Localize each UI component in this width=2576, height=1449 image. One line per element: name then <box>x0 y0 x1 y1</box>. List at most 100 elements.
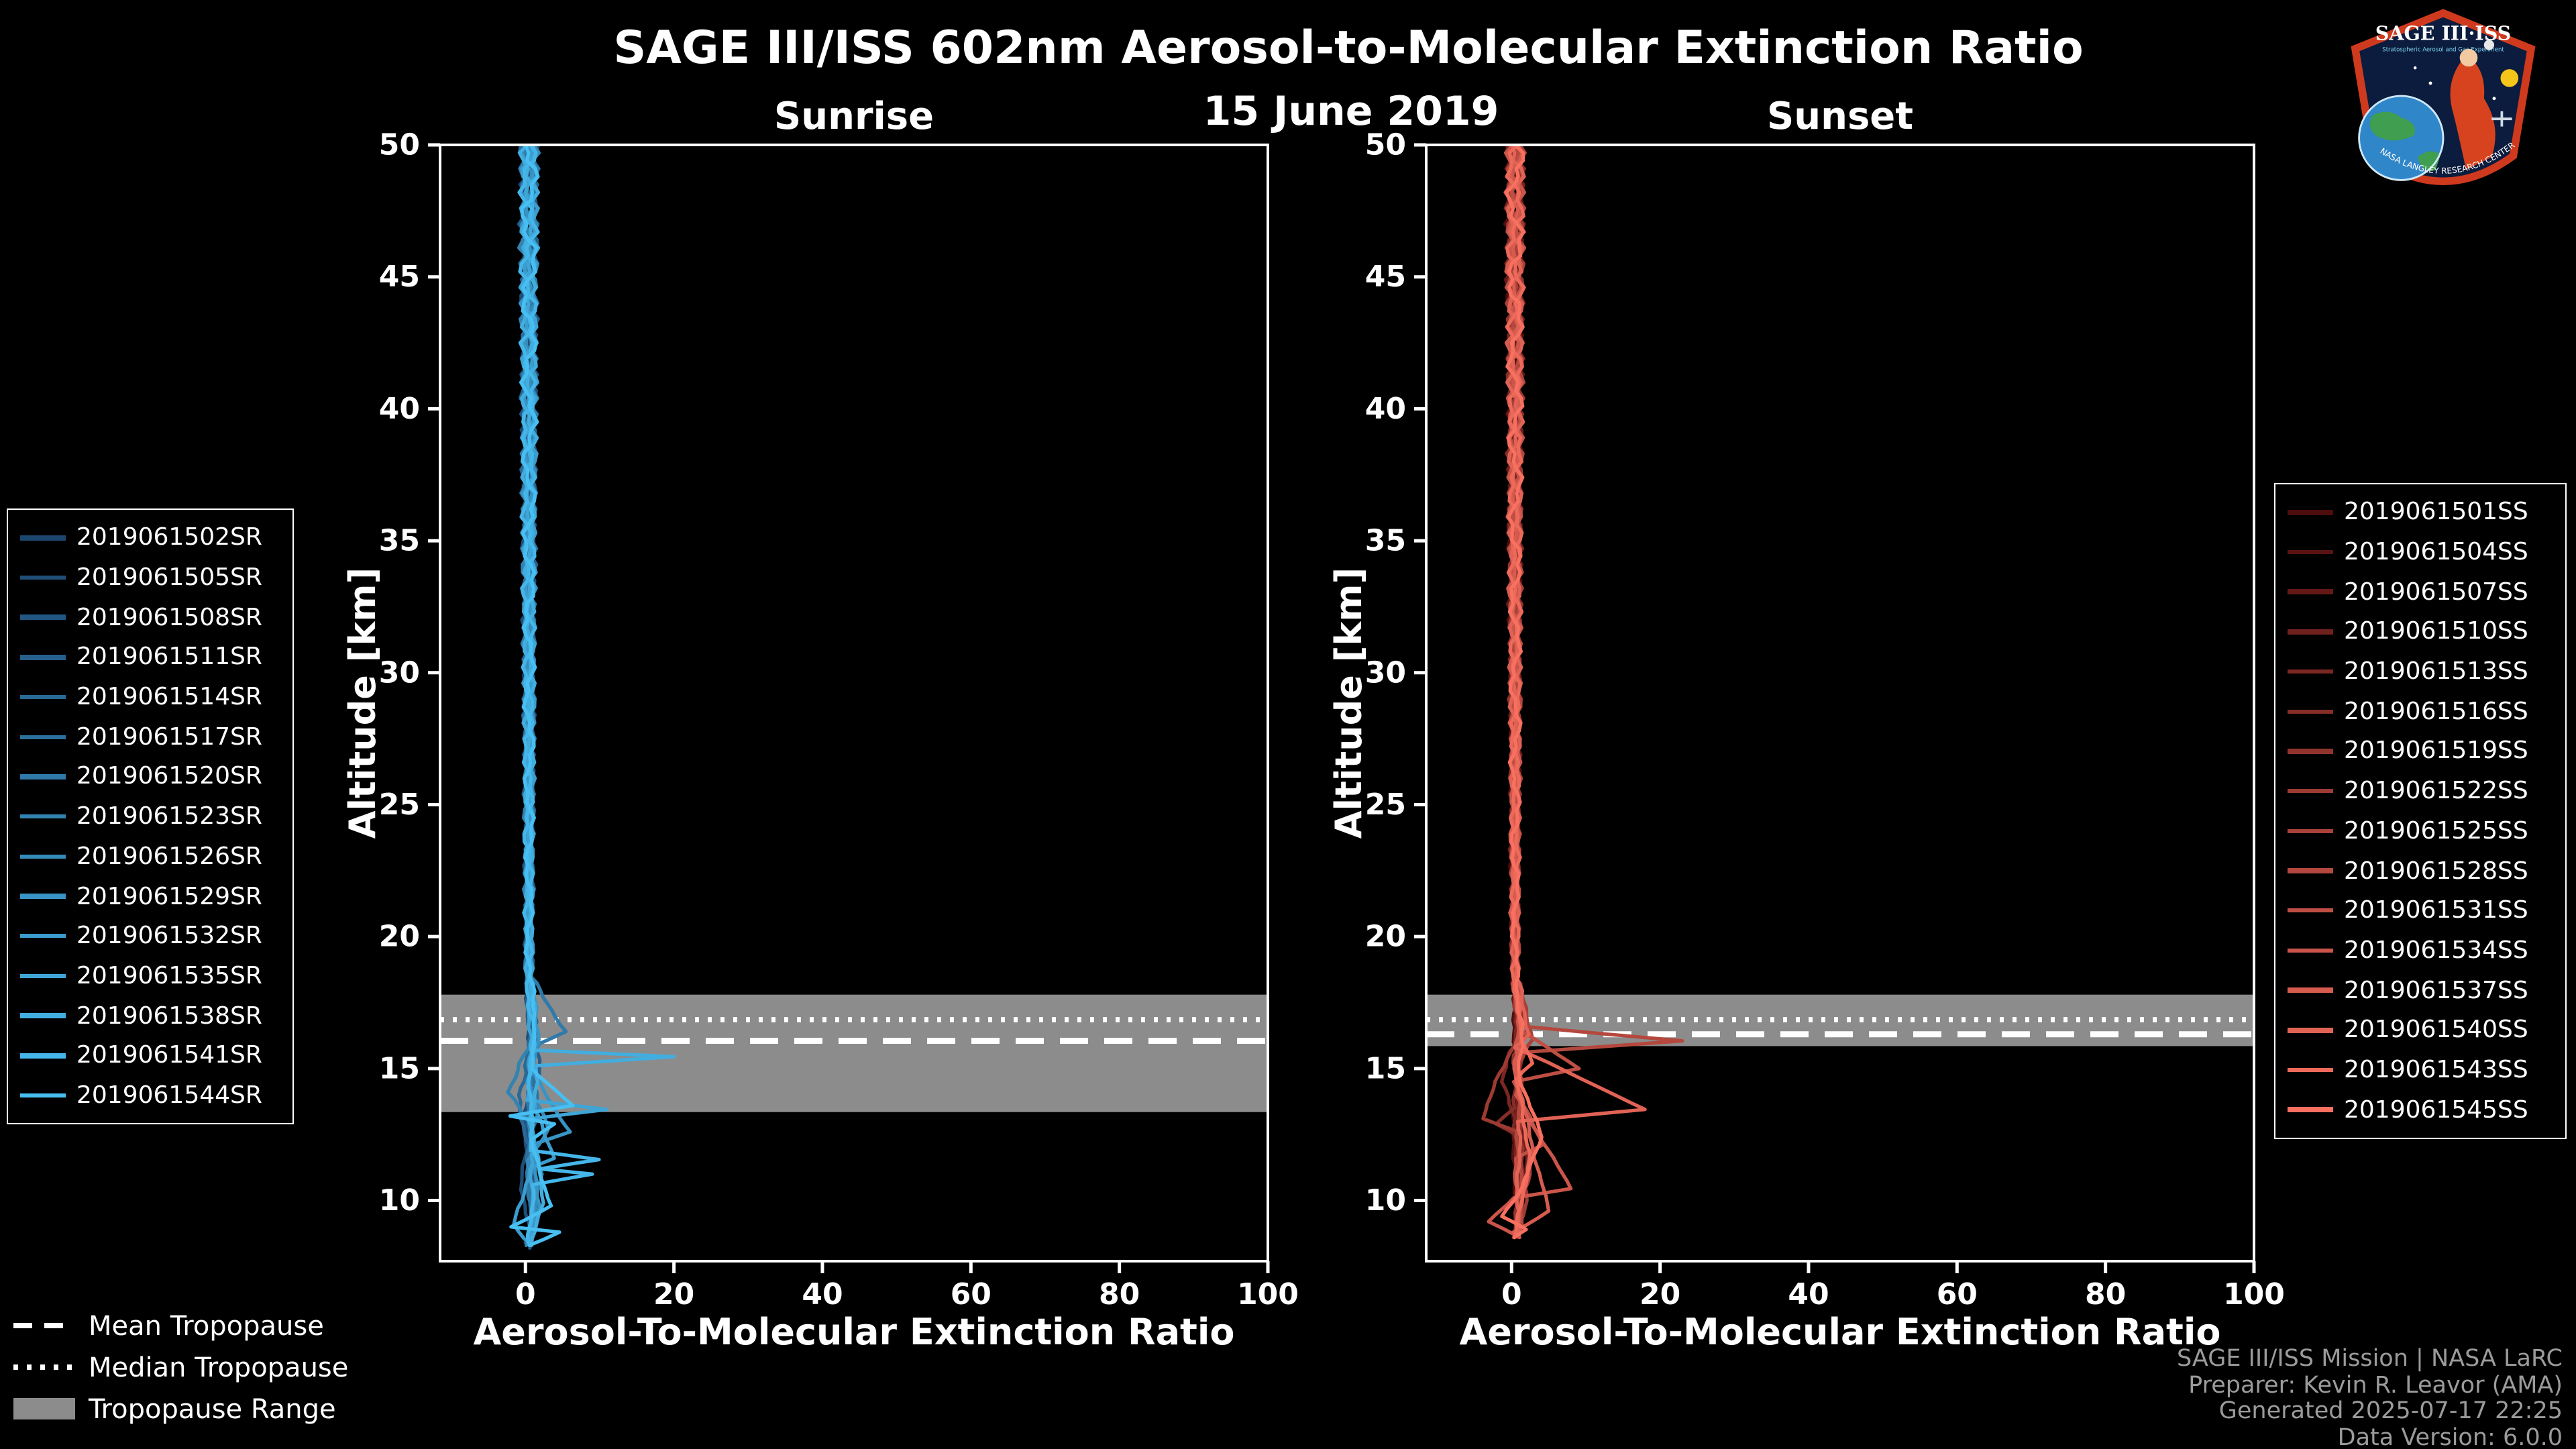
legend-label: 2019061526SR <box>76 842 262 871</box>
legend-label: 2019061529SR <box>76 882 262 911</box>
legend-label: 2019061508SR <box>76 603 262 632</box>
legend-line-swatch <box>20 933 66 938</box>
legend-item: 2019061538SR <box>20 996 280 1036</box>
x-tick-label: 60 <box>1937 1277 1978 1311</box>
legend-label: 2019061523SR <box>76 802 262 831</box>
legend-item: 2019061528SS <box>2288 851 2553 890</box>
legend-label: 2019061510SS <box>2344 617 2528 646</box>
mean-tropopause-label: Mean Tropopause <box>89 1309 324 1341</box>
legend-item: 2019061531SS <box>2288 891 2553 930</box>
y-tick-label: 40 <box>379 392 420 426</box>
legend-label: 2019061522SS <box>2344 777 2528 806</box>
legend-line-swatch <box>2288 1067 2333 1073</box>
patch-subtitle: Stratospheric Aerosol and Gas Experiment <box>2382 47 2504 54</box>
tropopause-legend: Mean Tropopause Median Tropopause Tropop… <box>13 1304 348 1429</box>
legend-item: 2019061522SS <box>2288 771 2553 811</box>
y-tick-label: 30 <box>379 655 420 690</box>
y-tick-label: 15 <box>1365 1051 1406 1085</box>
legend-item: 2019061516SS <box>2288 692 2553 731</box>
legend-item: 2019061501SS <box>2288 492 2553 532</box>
median-tropopause-label: Median Tropopause <box>89 1350 349 1383</box>
mission-patch-logo: SAGE III·ISS Stratospheric Aerosol and G… <box>2351 9 2536 185</box>
legend-item: 2019061514SR <box>20 678 280 717</box>
legend-line-swatch <box>20 814 66 819</box>
moon-icon <box>2483 40 2494 50</box>
sunrise-x-axis-label: Aerosol-To-Molecular Extinction Ratio <box>473 1312 1235 1354</box>
y-tick-label: 40 <box>1365 392 1406 426</box>
legend-label: 2019061544SR <box>76 1081 262 1110</box>
legend-item: 2019061517SR <box>20 717 280 757</box>
y-tick-label: 25 <box>1365 788 1406 822</box>
y-tick-label: 20 <box>1365 920 1406 954</box>
y-tick-label: 45 <box>1365 260 1406 294</box>
legend-line-swatch <box>2288 589 2333 594</box>
legend-label: 2019061541SR <box>76 1041 262 1070</box>
credits-block: SAGE III/ISS Mission | NASA LaRC Preparer… <box>2177 1346 2563 1449</box>
legend-label: 2019061535SR <box>76 961 262 990</box>
y-tick-label: 35 <box>1365 524 1406 558</box>
legend-line-swatch <box>20 894 66 899</box>
legend-line-swatch <box>2288 1107 2333 1112</box>
credits-line: Data Version: 6.0.0 <box>2337 1424 2563 1449</box>
legend-line-swatch <box>2288 629 2333 635</box>
legend-item: 2019061504SS <box>2288 532 2553 572</box>
series-line-2019061545SS <box>1500 145 1544 1240</box>
legend-label: 2019061520SR <box>76 762 262 791</box>
y-tick-label: 10 <box>379 1183 420 1218</box>
legend-line-swatch <box>20 535 66 541</box>
legend-label: 2019061537SS <box>2344 976 2528 1005</box>
tropopause-range-legend-item: Tropopause Range <box>13 1387 348 1429</box>
legend-label: 2019061531SS <box>2344 896 2528 925</box>
legend-line-swatch <box>20 735 66 740</box>
legend-label: 2019061504SS <box>2344 538 2528 567</box>
legend-line-swatch <box>20 655 66 660</box>
credits-line: Generated 2025-07-17 22:25 <box>2218 1398 2563 1426</box>
legend-item: 2019061520SR <box>20 757 280 796</box>
legend-line-swatch <box>20 575 66 580</box>
legend-label: 2019061502SR <box>76 523 262 552</box>
sunrise-panel-title: Sunrise <box>773 94 934 138</box>
legend-label: 2019061532SR <box>76 922 262 951</box>
legend-line-swatch <box>20 1053 66 1059</box>
legend-item: 2019061507SS <box>2288 572 2553 612</box>
legend-line-swatch <box>2288 828 2333 834</box>
legend-line-swatch <box>20 1013 66 1018</box>
x-tick-label: 100 <box>2223 1277 2285 1311</box>
legend-item: 2019061525SS <box>2288 811 2553 851</box>
legend-label: 2019061525SS <box>2344 816 2528 845</box>
legend-line-swatch <box>2288 987 2333 993</box>
legend-line-swatch <box>2288 908 2333 913</box>
series-group <box>1481 145 1684 1240</box>
y-tick-label: 50 <box>379 128 420 162</box>
sunrise-plot: 10 15 20 25 30 35 40 45 50 0 20 40 60 80 100 <box>379 128 1299 1312</box>
series-group <box>506 145 676 1250</box>
x-tick-label: 40 <box>1788 1277 1829 1311</box>
y-tick-label: 20 <box>379 920 420 954</box>
legend-item: 2019061510SS <box>2288 612 2553 651</box>
x-tick-label: 80 <box>1099 1277 1140 1311</box>
y-tick-label: 35 <box>379 524 420 558</box>
series-line-2019061541SR <box>517 145 601 1245</box>
x-tick-label: 0 <box>515 1277 536 1311</box>
tropopause-band <box>440 994 1268 1112</box>
series-line-2019061544SR <box>508 145 575 1248</box>
x-tick-label: 100 <box>1237 1277 1299 1311</box>
legend-label: 2019061517SR <box>76 722 262 751</box>
legend-item: 2019061537SS <box>2288 971 2553 1010</box>
series-line-2019061528SS <box>1506 145 1684 1240</box>
x-tick-label: 60 <box>951 1277 991 1311</box>
legend-line-swatch <box>2288 669 2333 674</box>
legend-item: 2019061541SR <box>20 1036 280 1075</box>
y-tick-label: 25 <box>379 788 420 822</box>
legend-item: 2019061532SR <box>20 916 280 956</box>
legend-item: 2019061535SR <box>20 956 280 996</box>
sunset-panel-title: Sunset <box>1766 94 1914 138</box>
legend-item: 2019061502SR <box>20 518 280 557</box>
legend-item: 2019061543SS <box>2288 1050 2553 1089</box>
legend-label: 2019061543SS <box>2344 1055 2528 1084</box>
legend-label: 2019061501SS <box>2344 498 2528 527</box>
legend-line-swatch <box>20 694 66 700</box>
x-tick-label: 40 <box>802 1277 843 1311</box>
